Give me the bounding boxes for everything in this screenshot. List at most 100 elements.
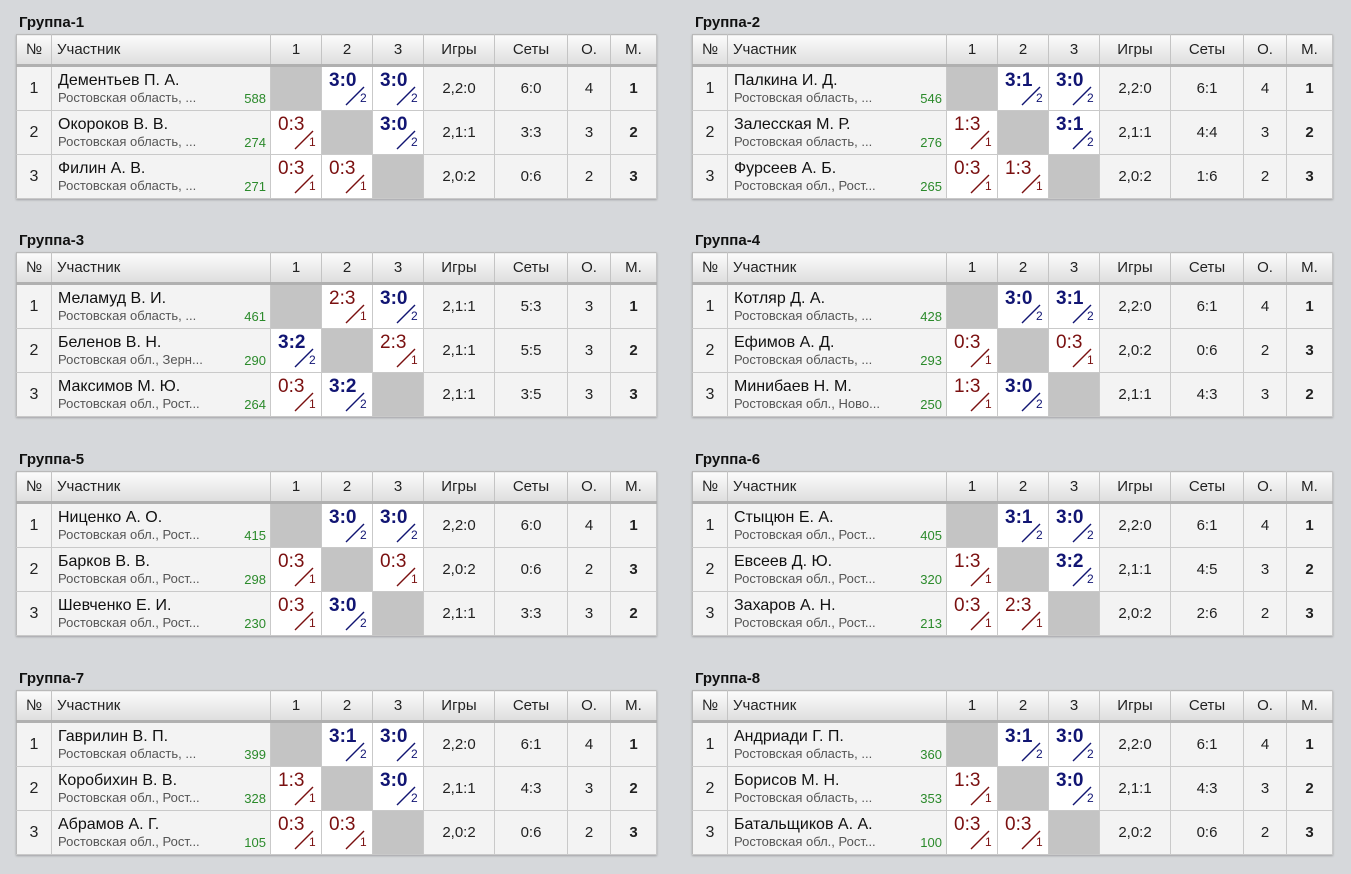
participant-cell[interactable]: Беленов В. Н. Ростовская обл., Зерн... 290 xyxy=(51,328,271,373)
match-score[interactable]: 0:3 xyxy=(954,595,981,616)
match-score[interactable]: 3:0 xyxy=(329,507,357,528)
participant-cell[interactable]: Батальщиков А. А. Ростовская обл., Рост..… xyxy=(727,810,947,855)
match-result-cell[interactable]: 3:0 2 xyxy=(321,502,373,548)
header-games[interactable]: Игры xyxy=(1099,690,1171,723)
match-result-cell[interactable]: 3:0 2 xyxy=(1048,721,1100,767)
participant-cell[interactable]: Фурсеев А. Б. Ростовская обл., Рост... 265 xyxy=(727,154,947,199)
header-number[interactable]: № xyxy=(692,690,728,723)
match-score[interactable]: 0:3 xyxy=(278,595,305,616)
match-score[interactable]: 3:0 xyxy=(380,507,408,528)
participant-name[interactable]: Максимов М. Ю. xyxy=(58,378,181,395)
header-place[interactable]: М. xyxy=(610,690,657,723)
match-result-cell[interactable]: 1:3 1 xyxy=(270,766,322,811)
header-number[interactable]: № xyxy=(16,252,52,285)
match-score[interactable]: 3:0 xyxy=(1056,70,1084,91)
participant-cell[interactable]: Борисов М. Н. Ростовская область, ... 353 xyxy=(727,766,947,811)
table-row[interactable]: 1 Меламуд В. И. Ростовская область, ... 461… xyxy=(16,283,657,329)
match-result-cell[interactable]: 3:1 2 xyxy=(1048,110,1100,155)
header-participant[interactable]: Участник xyxy=(727,471,947,504)
match-result-cell[interactable]: 0:3 1 xyxy=(270,810,322,855)
match-result-cell[interactable]: 3:0 2 xyxy=(372,766,424,811)
match-score[interactable]: 3:1 xyxy=(1056,114,1084,135)
header-opponent-1[interactable]: 1 xyxy=(946,252,998,285)
participant-cell[interactable]: Окороков В. В. Ростовская область, ... 274 xyxy=(51,110,271,155)
match-score[interactable]: 3:1 xyxy=(1005,70,1033,91)
participant-name[interactable]: Андриади Г. П. xyxy=(734,728,844,745)
table-row[interactable]: 2 Евсеев Д. Ю. Ростовская обл., Рост... 320… xyxy=(692,547,1333,592)
table-row[interactable]: 1 Палкина И. Д. Ростовская область, ... 546… xyxy=(692,65,1333,111)
header-number[interactable]: № xyxy=(16,471,52,504)
header-opponent-1[interactable]: 1 xyxy=(270,252,322,285)
header-opponent-1[interactable]: 1 xyxy=(946,690,998,723)
header-points[interactable]: О. xyxy=(1243,34,1287,67)
match-result-cell[interactable]: 0:3 1 xyxy=(946,154,998,199)
participant-name[interactable]: Коробихин В. В. xyxy=(58,772,178,789)
header-place[interactable]: М. xyxy=(1286,34,1333,67)
match-score[interactable]: 3:0 xyxy=(380,114,408,135)
match-result-cell[interactable]: 3:1 2 xyxy=(997,65,1049,111)
participant-name[interactable]: Батальщиков А. А. xyxy=(734,816,873,833)
match-result-cell[interactable]: 3:0 2 xyxy=(321,591,373,636)
participant-name[interactable]: Беленов В. Н. xyxy=(58,334,162,351)
header-sets[interactable]: Сеты xyxy=(494,690,568,723)
header-opponent-1[interactable]: 1 xyxy=(270,471,322,504)
match-score[interactable]: 1:3 xyxy=(954,376,981,397)
header-sets[interactable]: Сеты xyxy=(494,471,568,504)
match-result-cell[interactable]: 0:3 1 xyxy=(997,810,1049,855)
header-place[interactable]: М. xyxy=(1286,690,1333,723)
match-score[interactable]: 3:0 xyxy=(1005,288,1033,309)
table-row[interactable]: 3 Захаров А. Н. Ростовская обл., Рост... 21… xyxy=(692,591,1333,636)
participant-name[interactable]: Ниценко А. О. xyxy=(58,509,163,526)
participant-name[interactable]: Борисов М. Н. xyxy=(734,772,840,789)
match-score[interactable]: 3:0 xyxy=(1005,376,1033,397)
match-result-cell[interactable]: 1:3 1 xyxy=(946,372,998,417)
header-opponent-1[interactable]: 1 xyxy=(946,471,998,504)
table-row[interactable]: 2 Окороков В. В. Ростовская область, ... 27… xyxy=(16,110,657,155)
match-result-cell[interactable]: 3:2 2 xyxy=(321,372,373,417)
header-opponent-3[interactable]: 3 xyxy=(1048,252,1100,285)
header-games[interactable]: Игры xyxy=(423,690,495,723)
header-points[interactable]: О. xyxy=(567,252,611,285)
header-points[interactable]: О. xyxy=(1243,252,1287,285)
participant-name[interactable]: Фурсеев А. Б. xyxy=(734,160,837,177)
match-score[interactable]: 0:3 xyxy=(278,114,305,135)
participant-cell[interactable]: Стыцюн Е. А. Ростовская обл., Рост... 405 xyxy=(727,502,947,548)
match-score[interactable]: 1:3 xyxy=(954,770,981,791)
match-result-cell[interactable]: 3:2 2 xyxy=(270,328,322,373)
header-number[interactable]: № xyxy=(16,34,52,67)
match-score[interactable]: 0:3 xyxy=(278,158,305,179)
match-score[interactable]: 1:3 xyxy=(954,551,981,572)
participant-name[interactable]: Палкина И. Д. xyxy=(734,72,838,89)
header-opponent-3[interactable]: 3 xyxy=(372,690,424,723)
match-result-cell[interactable]: 0:3 1 xyxy=(946,591,998,636)
match-result-cell[interactable]: 2:3 1 xyxy=(321,283,373,329)
participant-name[interactable]: Стыцюн Е. А. xyxy=(734,509,834,526)
match-score[interactable]: 0:3 xyxy=(954,814,981,835)
header-opponent-1[interactable]: 1 xyxy=(270,690,322,723)
table-row[interactable]: 3 Филин А. В. Ростовская область, ... 271 0:… xyxy=(16,154,657,199)
header-sets[interactable]: Сеты xyxy=(1170,34,1244,67)
match-result-cell[interactable]: 3:0 2 xyxy=(1048,766,1100,811)
header-opponent-2[interactable]: 2 xyxy=(997,34,1049,67)
table-row[interactable]: 3 Абрамов А. Г. Ростовская обл., Рост... 10… xyxy=(16,810,657,855)
match-result-cell[interactable]: 2:3 1 xyxy=(372,328,424,373)
match-score[interactable]: 2:3 xyxy=(1005,595,1032,616)
header-games[interactable]: Игры xyxy=(423,471,495,504)
match-score[interactable]: 0:3 xyxy=(278,376,305,397)
match-result-cell[interactable]: 3:2 2 xyxy=(1048,547,1100,592)
match-result-cell[interactable]: 3:0 2 xyxy=(372,110,424,155)
header-opponent-3[interactable]: 3 xyxy=(1048,34,1100,67)
table-row[interactable]: 2 Ефимов А. Д. Ростовская область, ... 293 0… xyxy=(692,328,1333,373)
table-row[interactable]: 1 Стыцюн Е. А. Ростовская обл., Рост... 405… xyxy=(692,502,1333,548)
header-opponent-2[interactable]: 2 xyxy=(321,34,373,67)
table-row[interactable]: 3 Минибаев Н. М. Ростовская обл., Ново... 2… xyxy=(692,372,1333,417)
header-opponent-3[interactable]: 3 xyxy=(1048,690,1100,723)
match-result-cell[interactable]: 3:0 2 xyxy=(1048,65,1100,111)
participant-name[interactable]: Окороков В. В. xyxy=(58,116,169,133)
header-participant[interactable]: Участник xyxy=(51,690,271,723)
header-opponent-3[interactable]: 3 xyxy=(1048,471,1100,504)
match-score[interactable]: 2:3 xyxy=(329,288,356,309)
participant-cell[interactable]: Захаров А. Н. Ростовская обл., Рост... 213 xyxy=(727,591,947,636)
match-score[interactable]: 3:0 xyxy=(329,595,357,616)
table-row[interactable]: 3 Максимов М. Ю. Ростовская обл., Рост... 2… xyxy=(16,372,657,417)
